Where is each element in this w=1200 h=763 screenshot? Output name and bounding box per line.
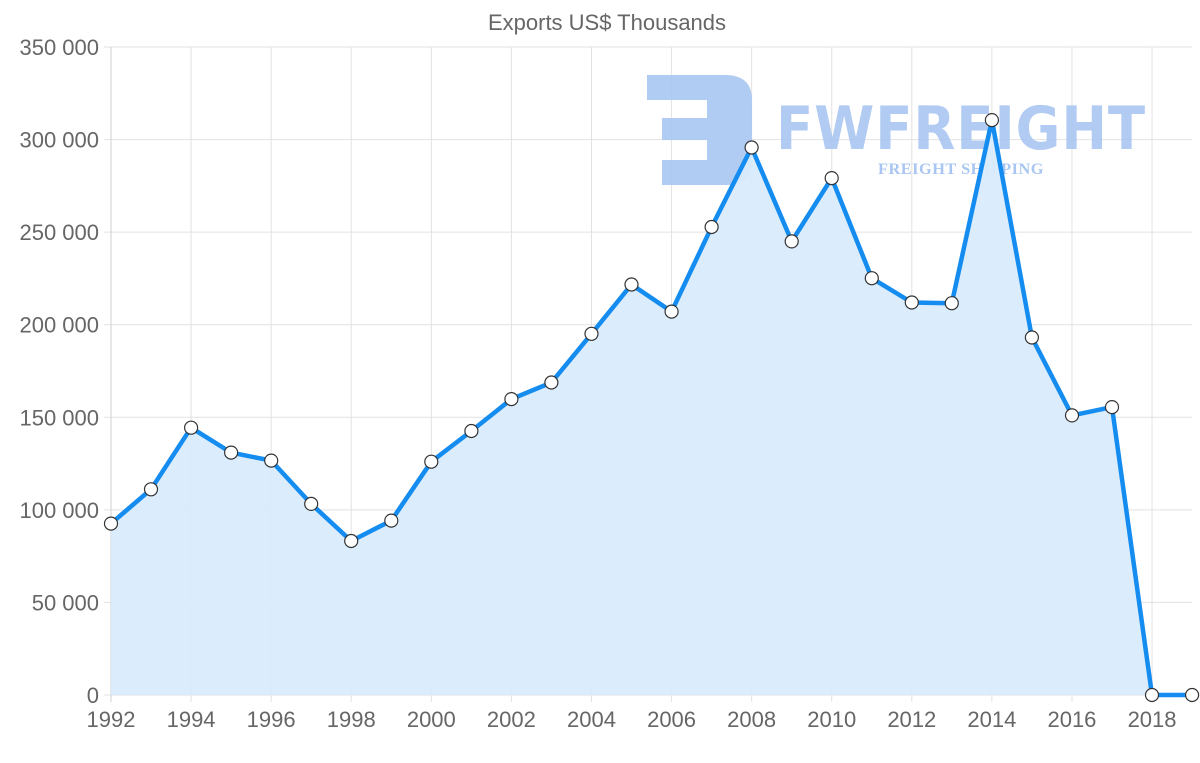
x-tick-label: 2014 [967,707,1016,732]
x-tick-label: 1996 [247,707,296,732]
fwfreight-logo-icon [647,75,752,185]
data-point-1992 [103,516,119,531]
y-tick-label: 200 000 [19,313,99,338]
y-tick-label: 100 000 [19,498,99,523]
x-tick-label: 2016 [1047,707,1096,732]
data-point-2015 [1024,330,1040,345]
y-tick-label: 350 000 [19,35,99,60]
data-point-1997 [304,496,319,511]
data-point-2012 [904,295,919,310]
data-point-2004 [584,326,599,341]
data-point-1993 [143,482,159,497]
data-point-2000 [424,454,439,469]
data-point-2011 [864,271,879,286]
x-axis: 1992 1994 1996 1998 2000 2002 2004 2006 2008 2010… [87,707,1177,732]
x-tick-label: 2002 [487,707,536,732]
area-fill [111,120,1193,696]
series-line [109,117,1193,698]
x-tick-label: 1992 [87,707,136,732]
y-tick-label: 50 000 [32,590,99,615]
data-point-2019 [1184,687,1200,703]
y-tick-label: 250 000 [19,220,99,245]
data-points [103,112,1200,703]
y-tick-label: 150 000 [19,405,99,430]
data-line [109,117,1193,698]
chart-title: Exports US$ Thousands [488,10,726,35]
y-axis: 0 50 000 100 000 150 000 200 000 250 000 300 0… [19,35,99,708]
y-tick-label: 0 [87,683,99,708]
data-point-2009 [784,234,799,249]
x-tick-label: 2000 [407,707,456,732]
x-tick-label: 2010 [807,707,856,732]
data-point-2017 [1104,400,1120,415]
data-point-2013 [944,296,959,311]
data-point-2016 [1064,408,1080,423]
data-point-2018 [1144,687,1160,703]
x-tick-label: 1994 [167,707,216,732]
data-point-1995 [224,445,239,460]
data-point-2006 [664,304,679,319]
x-tick-label: 2018 [1128,707,1177,732]
data-point-1998 [344,533,359,549]
x-tick-label: 2008 [727,707,776,732]
data-point-2003 [544,375,559,390]
x-tick-label: 2004 [567,707,616,732]
area-path [111,120,1193,696]
data-point-2001 [464,423,479,439]
x-tick-label: 2012 [887,707,936,732]
x-tick-label: 2006 [647,707,696,732]
y-tick-label: 300 000 [19,128,99,153]
watermark-tagline: FREIGHT SHIPPING [878,161,1044,178]
watermark-brand: FWFREIGHT [776,94,1146,164]
data-point-2014 [984,112,1000,128]
data-point-2002 [504,392,519,407]
data-point-2008 [744,140,759,155]
fwfreight-watermark: FWFREIGHT FREIGHT SHIPPING [647,75,1146,185]
data-point-2007 [704,219,719,235]
data-point-1996 [264,453,279,468]
x-tick-label: 1998 [327,707,376,732]
data-point-2005 [624,277,639,292]
data-point-1994 [184,420,199,435]
data-point-1999 [384,513,399,528]
data-point-2010 [824,171,839,186]
